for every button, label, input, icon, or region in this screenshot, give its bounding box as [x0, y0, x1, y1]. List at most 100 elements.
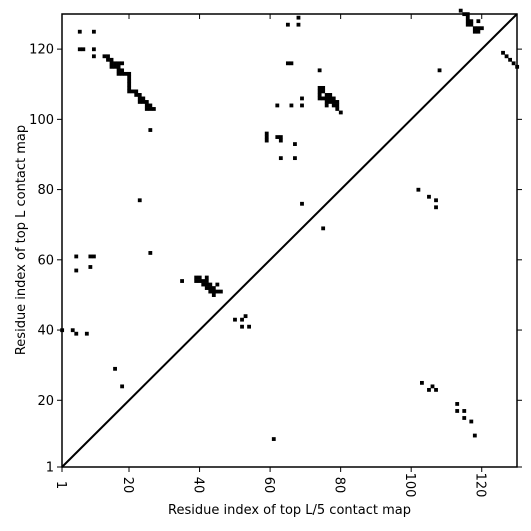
- contact-cell: [204, 286, 209, 290]
- contact-cell: [504, 54, 509, 59]
- contact-cell: [77, 47, 82, 52]
- contact-cell: [91, 254, 96, 259]
- contact-cell: [74, 254, 79, 259]
- contact-cell: [141, 96, 146, 101]
- contact-cell: [472, 29, 477, 34]
- contact-cell: [233, 317, 237, 322]
- contact-cell: [416, 187, 421, 192]
- contact-cell: [331, 103, 336, 108]
- contact-cell: [218, 289, 223, 294]
- y-tick-label: 1: [46, 461, 54, 476]
- contact-cell: [469, 419, 474, 424]
- contact-cell: [215, 282, 220, 287]
- contact-cell: [278, 156, 283, 161]
- contact-cell: [289, 103, 294, 108]
- contact-cell: [335, 100, 340, 104]
- x-tick-label: 120: [473, 473, 488, 498]
- contact-cell: [317, 68, 322, 73]
- contact-cell: [144, 100, 149, 104]
- contact-cell: [148, 128, 153, 132]
- contact-cell: [144, 103, 149, 108]
- contact-cell: [427, 194, 431, 199]
- contact-cell: [106, 54, 110, 59]
- contact-cell: [148, 103, 153, 108]
- contact-cell: [317, 85, 322, 90]
- diagonal-line: [61, 13, 518, 468]
- contact-cell: [434, 198, 438, 203]
- contact-cell: [324, 103, 329, 108]
- contact-cell: [317, 96, 322, 101]
- contact-cell: [321, 96, 326, 101]
- contact-cell: [208, 282, 213, 287]
- contact-cell: [109, 61, 114, 66]
- y-tick-label: 100: [29, 113, 54, 128]
- contact-cell: [338, 110, 343, 115]
- contact-cell: [116, 68, 121, 73]
- contact-cell: [328, 93, 333, 97]
- contact-cell: [476, 29, 481, 34]
- contact-cell: [476, 19, 481, 24]
- contact-cell: [148, 107, 153, 111]
- contact-cells: [60, 8, 520, 441]
- x-axis-ticks: 1 20 40 60 80 100 120: [53, 14, 488, 497]
- contact-cell: [331, 100, 336, 104]
- contact-cell: [113, 366, 117, 371]
- contact-cell: [240, 324, 244, 329]
- contact-cell: [275, 135, 280, 139]
- contact-cell: [116, 61, 121, 66]
- contact-cell: [137, 100, 142, 104]
- contact-cell: [243, 314, 248, 319]
- x-tick-label: 20: [120, 477, 135, 494]
- contact-cell: [194, 279, 199, 283]
- contact-cell: [201, 282, 206, 287]
- contact-cell: [113, 64, 117, 69]
- contact-cell: [148, 251, 153, 255]
- contact-cell: [501, 50, 505, 55]
- contact-cell: [264, 135, 269, 139]
- contact-cell: [120, 384, 125, 389]
- x-axis-label: Residue index of top L/5 contact map: [168, 503, 411, 518]
- contact-cell: [208, 286, 213, 290]
- contact-cell: [247, 324, 252, 329]
- y-tick-label: 80: [37, 183, 54, 198]
- contact-cell: [127, 85, 132, 90]
- contact-cell: [127, 71, 132, 76]
- contact-cell: [127, 89, 132, 94]
- contact-cell: [476, 26, 481, 31]
- contact-cell: [91, 29, 96, 34]
- x-tick-label: 40: [191, 477, 206, 494]
- contact-cell: [197, 279, 202, 283]
- contact-cell: [141, 100, 146, 104]
- contact-cell: [204, 275, 209, 280]
- contact-cell: [465, 22, 470, 27]
- contact-cell: [137, 96, 142, 101]
- contact-cell: [324, 93, 329, 97]
- contact-cell: [285, 22, 290, 27]
- contact-cell: [321, 89, 326, 94]
- contact-cell: [300, 96, 304, 101]
- contact-cell: [102, 54, 107, 59]
- contact-cell: [324, 100, 329, 104]
- contact-cell: [420, 380, 424, 385]
- contact-cell: [74, 331, 79, 336]
- contact-cell: [317, 89, 322, 94]
- contact-cell: [204, 279, 209, 283]
- contact-cell: [109, 64, 114, 69]
- contact-cell: [127, 75, 132, 80]
- contact-cell: [116, 64, 121, 69]
- contact-cell: [211, 289, 216, 294]
- y-axis-label: Residue index of top L contact map: [14, 125, 29, 355]
- contact-cell: [317, 93, 322, 97]
- contact-cell: [180, 279, 184, 283]
- contact-cell: [194, 275, 199, 280]
- contact-cell: [462, 416, 467, 420]
- contact-cell: [278, 138, 283, 143]
- contact-cell: [120, 71, 125, 76]
- contact-cell: [321, 226, 326, 231]
- contact-cell: [144, 107, 149, 111]
- contact-cell: [116, 71, 121, 76]
- contact-cell: [208, 289, 213, 294]
- contact-cell: [70, 328, 75, 333]
- contact-cell: [300, 103, 304, 108]
